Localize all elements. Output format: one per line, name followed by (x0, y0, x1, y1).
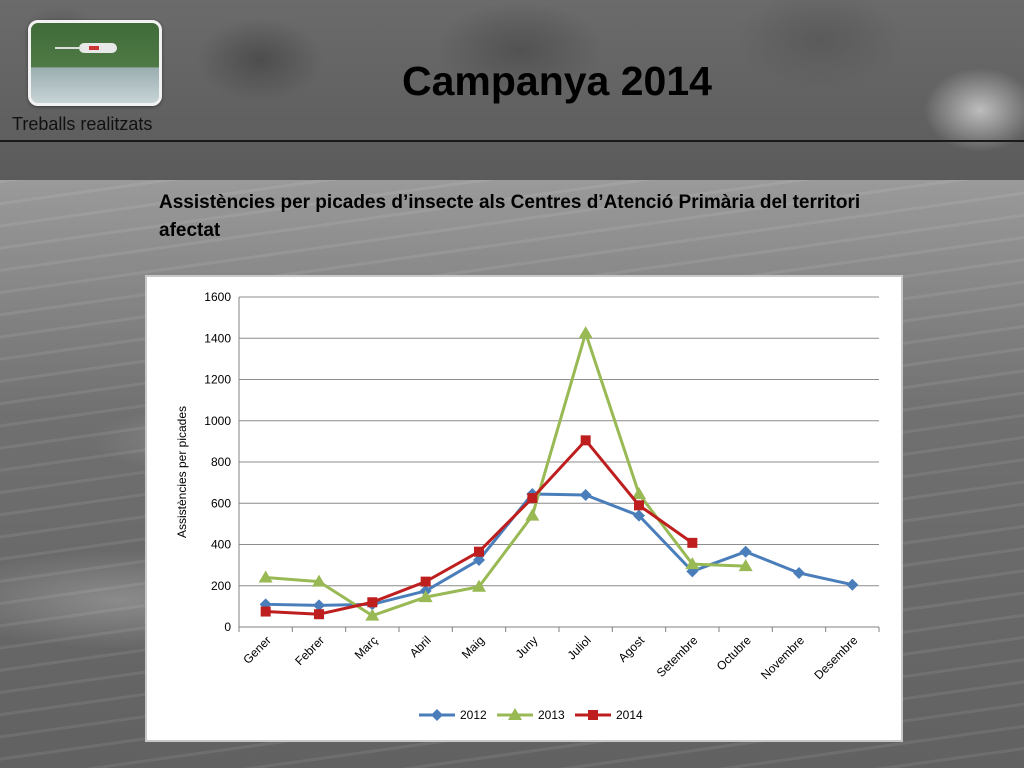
y-tick-label: 1200 (204, 373, 231, 387)
x-tick-label: Juliol (565, 633, 594, 662)
data-point-2013 (632, 486, 646, 499)
x-tick-label: Maig (459, 633, 487, 661)
y-tick-label: 1400 (204, 331, 231, 345)
data-point-2014 (367, 597, 378, 608)
helicopter-photo-thumbnail (28, 20, 162, 106)
line-chart: 0 200 400 600 800 1000 1200 1400 1600 Gener Febrer… (175, 290, 880, 722)
header-divider (0, 140, 1024, 142)
y-tick-label: 0 (224, 620, 231, 634)
data-point-2012 (579, 489, 592, 501)
helicopter-icon (55, 43, 117, 53)
data-point-2013 (418, 590, 433, 603)
data-point-2012 (473, 553, 485, 566)
y-axis-label: Assistències per picades (175, 406, 189, 538)
data-point-2013 (738, 559, 753, 572)
data-point-2012 (739, 545, 752, 558)
data-point-2012 (633, 509, 645, 522)
x-tick-label: Agost (616, 633, 648, 665)
data-point-2014 (580, 435, 591, 446)
x-tick-label: Juny (513, 633, 541, 661)
x-tick-label: Desembre (811, 633, 860, 682)
data-point-2013 (365, 608, 380, 621)
series-line-2013 (265, 331, 746, 618)
data-point-2014 (527, 493, 538, 504)
chart-container: 0 200 400 600 800 1000 1200 1400 1600 Gener Febrer… (145, 275, 903, 742)
data-point-2014 (314, 609, 324, 620)
y-tick-label: 600 (211, 496, 231, 510)
data-point-2013 (525, 508, 540, 521)
x-tick-label: Setembre (654, 633, 701, 680)
x-tick-label: Gener (240, 633, 273, 666)
legend-label-2014: 2014 (616, 708, 643, 722)
background-forest (0, 0, 1024, 180)
data-point-2014 (634, 500, 644, 511)
x-tick-label: Març (352, 633, 381, 662)
y-tick-label: 1000 (204, 414, 231, 428)
data-point-2014 (260, 606, 271, 617)
legend-label-2012: 2012 (460, 708, 487, 722)
y-tick-label: 200 (211, 579, 231, 593)
x-tick-label: Febrer (292, 633, 327, 668)
page-title: Campanya 2014 (402, 58, 712, 104)
data-point-2014 (474, 546, 484, 557)
x-tick-label: Octubre (714, 633, 754, 673)
legend-marker-2012 (431, 709, 443, 721)
data-point-2013 (472, 579, 486, 592)
x-tick-label: Novembre (758, 633, 807, 682)
chart-subtitle: Assistències per picades d’insecte als C… (159, 192, 861, 241)
data-point-2013 (685, 557, 700, 570)
series-line-2012 (265, 492, 853, 607)
data-point-2014 (687, 537, 698, 548)
y-tick-label: 1600 (204, 290, 231, 304)
data-point-2013 (578, 326, 593, 339)
data-point-2013 (312, 574, 326, 587)
data-point-2014 (420, 576, 431, 587)
y-tick-label: 400 (211, 538, 231, 552)
section-label: Treballs realitzats (12, 114, 153, 134)
data-point-2013 (258, 570, 273, 583)
data-point-2012 (793, 566, 805, 579)
data-point-2012 (846, 578, 859, 591)
legend-marker-2013 (508, 708, 522, 720)
data-point-2012 (313, 599, 325, 612)
legend-label-2013: 2013 (538, 708, 565, 722)
legend-marker-2014 (588, 710, 598, 720)
y-tick-label: 800 (211, 455, 231, 469)
x-tick-label: Abril (407, 633, 434, 660)
